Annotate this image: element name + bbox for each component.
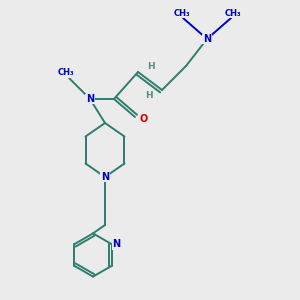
Text: CH₃: CH₃ [173, 9, 190, 18]
Text: CH₃: CH₃ [224, 9, 241, 18]
Text: N: N [101, 172, 109, 182]
Text: N: N [86, 94, 94, 104]
Text: N: N [112, 239, 120, 249]
Text: H: H [147, 62, 154, 71]
Text: H: H [146, 91, 153, 100]
Text: N: N [203, 34, 211, 44]
Text: O: O [139, 113, 148, 124]
Text: CH₃: CH₃ [58, 68, 74, 77]
